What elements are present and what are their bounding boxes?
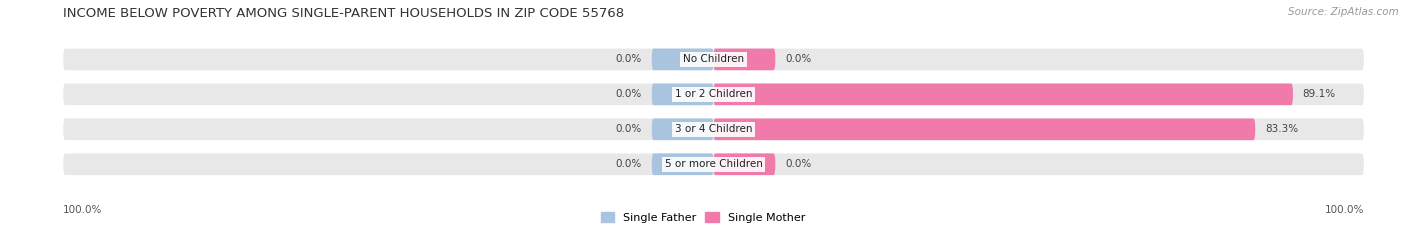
FancyBboxPatch shape xyxy=(63,83,1364,105)
FancyBboxPatch shape xyxy=(652,83,713,105)
Text: INCOME BELOW POVERTY AMONG SINGLE-PARENT HOUSEHOLDS IN ZIP CODE 55768: INCOME BELOW POVERTY AMONG SINGLE-PARENT… xyxy=(63,7,624,20)
Legend: Single Father, Single Mother: Single Father, Single Mother xyxy=(600,212,806,223)
Text: 0.0%: 0.0% xyxy=(616,124,643,134)
Text: 0.0%: 0.0% xyxy=(616,89,643,99)
FancyBboxPatch shape xyxy=(713,83,1294,105)
FancyBboxPatch shape xyxy=(63,118,1364,140)
FancyBboxPatch shape xyxy=(63,48,1364,70)
Text: 0.0%: 0.0% xyxy=(616,55,643,64)
FancyBboxPatch shape xyxy=(713,48,775,70)
Text: 0.0%: 0.0% xyxy=(616,159,643,169)
FancyBboxPatch shape xyxy=(652,48,713,70)
Text: 100.0%: 100.0% xyxy=(1324,205,1364,215)
Text: 0.0%: 0.0% xyxy=(785,159,811,169)
Text: 1 or 2 Children: 1 or 2 Children xyxy=(675,89,752,99)
Text: No Children: No Children xyxy=(683,55,744,64)
FancyBboxPatch shape xyxy=(652,118,713,140)
FancyBboxPatch shape xyxy=(652,153,713,175)
FancyBboxPatch shape xyxy=(713,153,775,175)
Text: 0.0%: 0.0% xyxy=(785,55,811,64)
Text: Source: ZipAtlas.com: Source: ZipAtlas.com xyxy=(1288,7,1399,17)
Text: 83.3%: 83.3% xyxy=(1265,124,1298,134)
FancyBboxPatch shape xyxy=(63,153,1364,175)
Text: 5 or more Children: 5 or more Children xyxy=(665,159,762,169)
Text: 89.1%: 89.1% xyxy=(1303,89,1336,99)
FancyBboxPatch shape xyxy=(713,118,1256,140)
Text: 100.0%: 100.0% xyxy=(63,205,103,215)
Text: 3 or 4 Children: 3 or 4 Children xyxy=(675,124,752,134)
